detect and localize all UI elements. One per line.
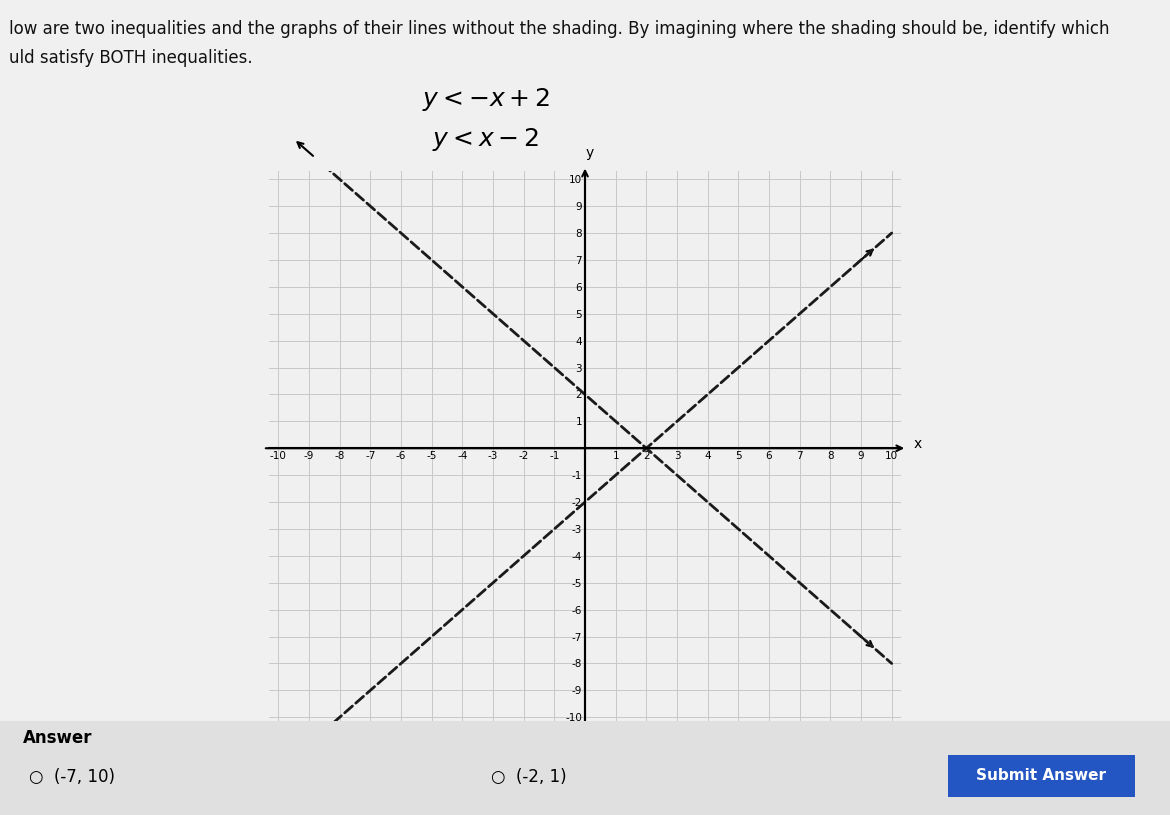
Text: y: y [585,147,593,161]
Text: $y < -x + 2$: $y < -x + 2$ [421,86,550,112]
Text: ○  (-2, 1): ○ (-2, 1) [491,768,567,786]
Text: ○  (-7, 10): ○ (-7, 10) [29,768,116,786]
Text: low are two inequalities and the graphs of their lines ​without​ the shading. By: low are two inequalities and the graphs … [9,20,1110,38]
Text: uld satisfy BOTH inequalities.: uld satisfy BOTH inequalities. [9,49,253,67]
Text: x: x [913,437,922,452]
Text: $y < x - 2$: $y < x - 2$ [432,126,539,153]
Text: Submit Answer: Submit Answer [976,769,1107,783]
Text: Answer: Answer [23,729,92,747]
